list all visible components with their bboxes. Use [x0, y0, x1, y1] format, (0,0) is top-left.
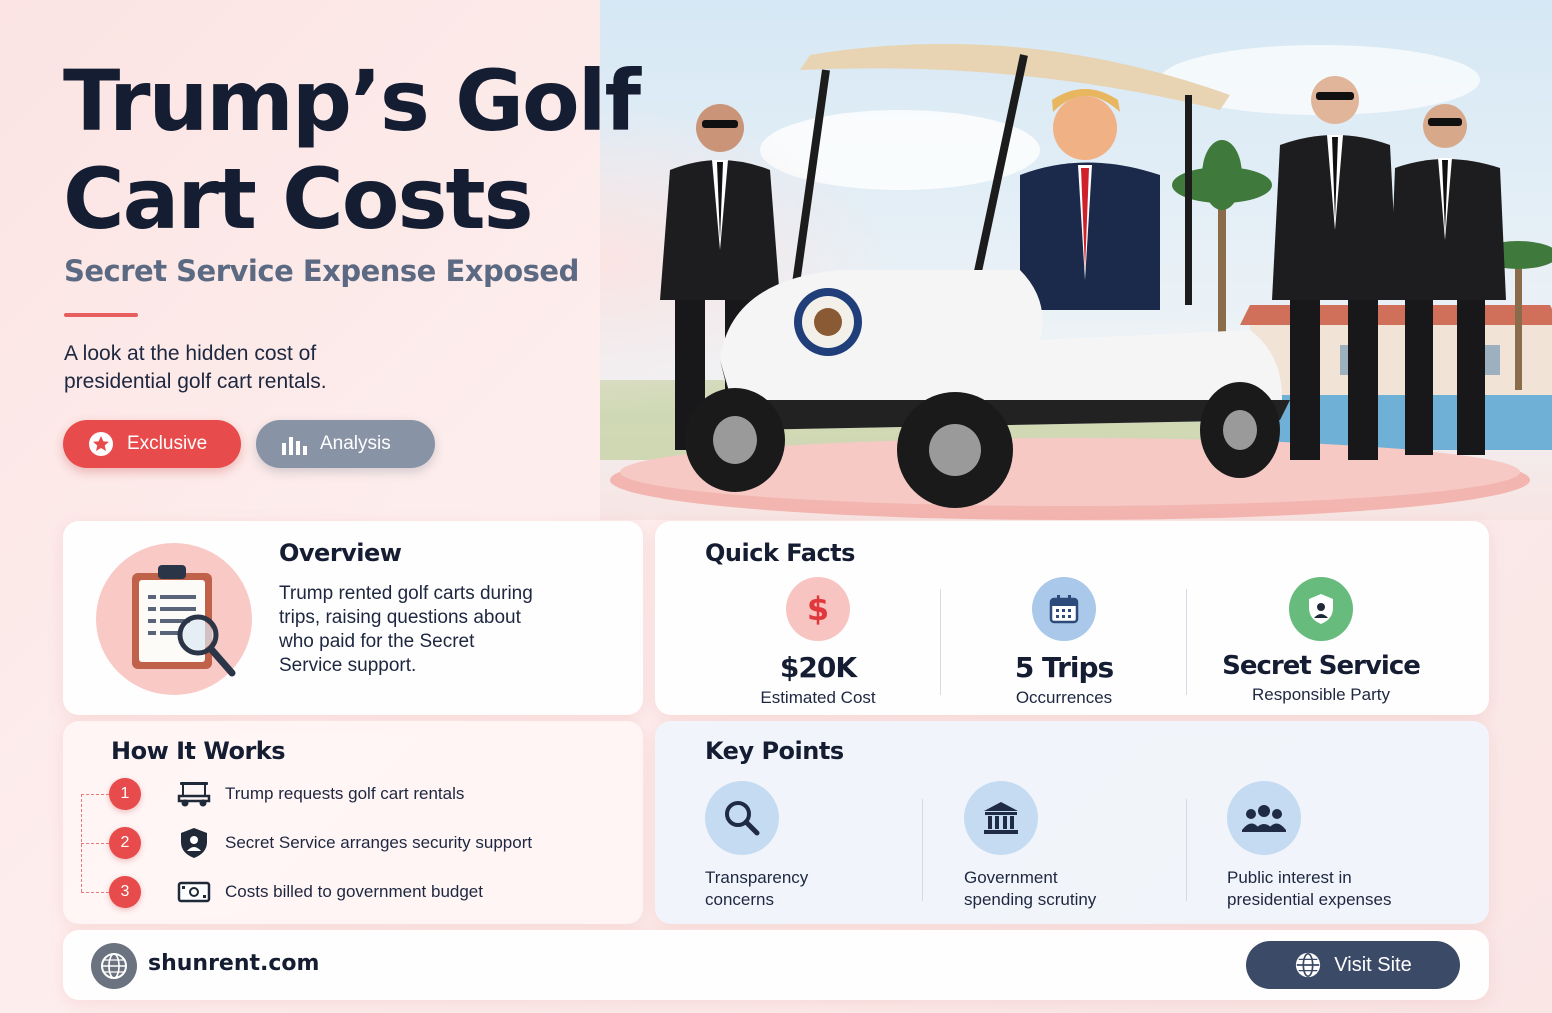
divider	[940, 589, 941, 695]
title-line-2: Cart Costs	[63, 150, 534, 248]
page-subtitle: Secret Service Expense Exposed	[64, 254, 579, 288]
key-point-line: concerns	[705, 890, 774, 909]
people-icon	[1227, 781, 1301, 855]
footer-bar: shunrent.com Visit Site	[63, 930, 1489, 1000]
key-point-line: spending scrutiny	[964, 890, 1097, 909]
overview-text: Trump rented golf carts during trips, ra…	[279, 583, 533, 676]
step-item: 2 Secret Service arranges security suppo…	[109, 827, 532, 859]
step-number: 3	[109, 876, 141, 908]
accent-divider	[64, 313, 138, 317]
title-line-1: Trump’s Golf	[63, 52, 641, 150]
fact-label: Responsible Party	[1252, 685, 1390, 704]
star-icon	[87, 430, 115, 458]
step-text: Secret Service arranges security support	[225, 833, 533, 852]
shield-icon	[1289, 577, 1353, 641]
key-point-line: Transparency	[705, 868, 809, 887]
fact-value: Secret Service	[1222, 651, 1421, 681]
fact-item-cost: $ $20K Estimated Cost	[718, 577, 918, 708]
step-number: 1	[109, 778, 141, 810]
exclusive-tag-button[interactable]: Exclusive	[63, 420, 241, 468]
key-points-card: Key Points Transparency concerns Governm…	[655, 721, 1489, 924]
clipboard-magnifier-icon	[96, 543, 252, 695]
globe-icon	[1296, 952, 1321, 978]
visit-site-label: Visit Site	[1334, 953, 1412, 976]
key-point-item: Transparency concerns	[705, 781, 808, 911]
golf-cart-icon	[177, 779, 211, 809]
key-point-line: Public interest in	[1227, 868, 1352, 887]
government-building-icon	[964, 781, 1038, 855]
exclusive-tag-label: Exclusive	[127, 433, 208, 454]
step-item: 1 Trump requests golf cart rentals	[109, 778, 464, 810]
bar-chart-icon	[280, 430, 308, 458]
overview-card: Overview Trump rented golf carts during …	[63, 521, 643, 715]
page-description: A look at the hidden cost of presidentia…	[64, 342, 327, 393]
banknote-icon	[177, 877, 211, 907]
quick-facts-title: Quick Facts	[705, 539, 855, 567]
fact-value: $20K	[779, 651, 857, 684]
key-point-text: Transparency concerns	[705, 867, 808, 911]
hero-illustration	[600, 0, 1552, 520]
how-it-works-title: How It Works	[111, 737, 286, 765]
key-point-line: Government	[964, 868, 1058, 887]
quick-facts-card: Quick Facts $ $20K Estimated Cost 5 Trip…	[655, 521, 1489, 715]
step-number: 2	[109, 827, 141, 859]
step-text: Trump requests golf cart rentals	[225, 784, 465, 803]
visit-site-button[interactable]: Visit Site	[1246, 941, 1460, 989]
step-connector	[81, 892, 109, 893]
dollar-icon: $	[786, 577, 850, 641]
page-title: Trump’s Golf Cart Costs	[63, 52, 663, 248]
fact-value: 5 Trips	[1014, 651, 1114, 684]
key-points-title: Key Points	[705, 737, 844, 765]
key-point-text: Government spending scrutiny	[964, 867, 1096, 911]
key-point-item: Government spending scrutiny	[964, 781, 1096, 911]
fact-item-party: Secret Service Responsible Party	[1211, 577, 1431, 705]
calendar-icon	[1032, 577, 1096, 641]
key-point-line: presidential expenses	[1227, 890, 1392, 909]
step-item: 3 Costs billed to government budget	[109, 876, 483, 908]
svg-text:$: $	[807, 591, 829, 627]
how-it-works-card: How It Works 1 Trump requests golf cart …	[63, 721, 643, 924]
fact-item-trips: 5 Trips Occurrences	[964, 577, 1164, 708]
divider	[922, 799, 923, 901]
divider	[1186, 799, 1187, 901]
agent-shield-icon	[177, 828, 211, 858]
fact-label: Occurrences	[1015, 688, 1113, 707]
globe-logo-icon	[91, 943, 137, 989]
search-icon	[705, 781, 779, 855]
key-point-text: Public interest in presidential expenses	[1227, 867, 1391, 911]
step-text: Costs billed to government budget	[225, 882, 483, 901]
overview-title: Overview	[279, 539, 402, 567]
step-connector	[81, 794, 109, 795]
fact-label: Estimated Cost	[760, 688, 876, 707]
divider	[1186, 589, 1187, 695]
step-connector	[81, 843, 109, 844]
site-name-link[interactable]: shunrent.com	[148, 951, 320, 976]
key-point-item: Public interest in presidential expenses	[1227, 781, 1391, 911]
analysis-tag-button[interactable]: Analysis	[256, 420, 435, 468]
analysis-tag-label: Analysis	[320, 433, 391, 454]
